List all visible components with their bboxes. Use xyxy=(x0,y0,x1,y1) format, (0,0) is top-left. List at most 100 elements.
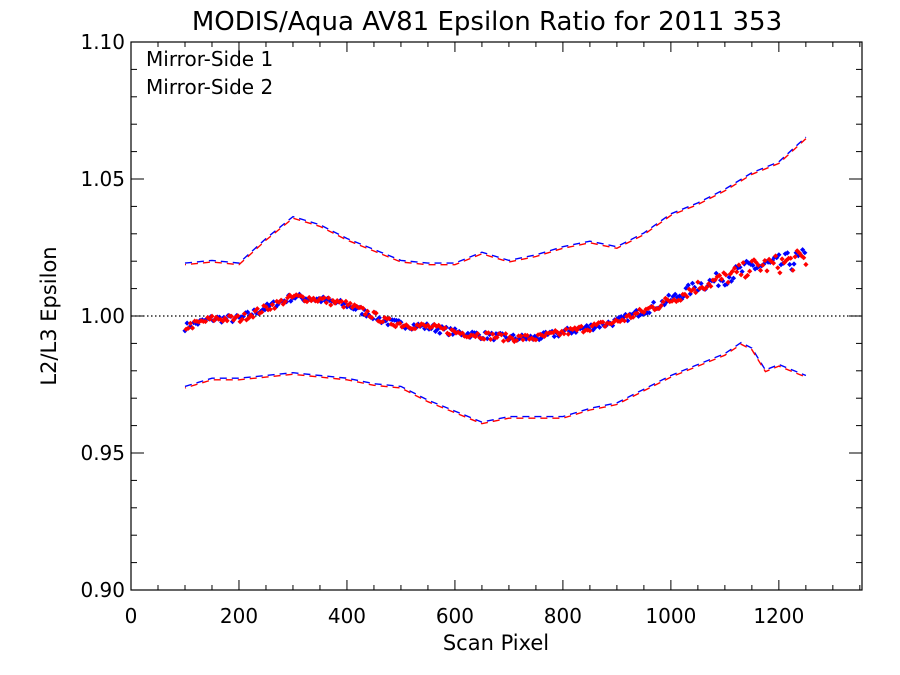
ms2-point xyxy=(630,314,636,320)
ms2-point xyxy=(570,326,576,333)
ms2-point xyxy=(723,272,729,278)
y-axis: 0.90 0.95 1.00 1.05 1.10 xyxy=(80,30,862,602)
ms2-point xyxy=(228,313,234,319)
ms1-point xyxy=(681,293,687,299)
ms2-point xyxy=(412,326,418,332)
ms1-point xyxy=(726,274,732,280)
ms2-point xyxy=(462,333,468,339)
ms2-point xyxy=(766,256,772,262)
ms1-point xyxy=(746,260,752,266)
ms1-point xyxy=(262,307,268,313)
ms2-point xyxy=(235,313,241,319)
ms2-point xyxy=(550,330,556,336)
ms1-point xyxy=(791,261,797,267)
ms2-point xyxy=(634,310,640,316)
ms2-point xyxy=(688,288,694,294)
ms2-point xyxy=(475,331,481,337)
ms2-point xyxy=(783,257,789,263)
ms1-point xyxy=(452,326,458,332)
ms2-point xyxy=(183,326,189,332)
ms2-point xyxy=(673,298,679,305)
ms2-point xyxy=(725,279,731,285)
ms2-point xyxy=(639,308,645,314)
ms2-point xyxy=(790,267,796,273)
ms1-point xyxy=(715,283,721,289)
y-tick-label: 0.95 xyxy=(80,441,125,465)
ms1-point xyxy=(245,309,251,315)
y-tick-label: 1.05 xyxy=(80,167,125,191)
ms2-point xyxy=(449,327,455,333)
ms2-point xyxy=(436,322,442,328)
ms2-point xyxy=(533,337,539,343)
ms1-point xyxy=(610,323,616,329)
ms2-point xyxy=(554,329,561,335)
x-tick-label: 800 xyxy=(544,604,582,628)
ms1-point xyxy=(802,250,808,256)
x-tick-label: 0 xyxy=(125,604,138,628)
ms2-point xyxy=(649,304,656,310)
ms2-point xyxy=(757,267,764,273)
ms2-point xyxy=(241,311,247,317)
ms2-point xyxy=(446,331,453,338)
ms2-point xyxy=(773,253,779,259)
ms2-point xyxy=(276,299,282,305)
ms2-point xyxy=(559,328,565,334)
ms2-point xyxy=(246,315,252,321)
ms1-point xyxy=(666,292,672,298)
ms1-point xyxy=(724,281,730,287)
ms2-point xyxy=(328,302,334,308)
ms2-point xyxy=(803,261,809,268)
ms2-point xyxy=(308,298,314,304)
ms1-point xyxy=(568,330,575,336)
ms1-point xyxy=(402,325,408,331)
legend-mirror-side-1: Mirror-Side 1 xyxy=(146,47,273,71)
ms1-point xyxy=(735,265,741,271)
ms1-point xyxy=(750,262,756,268)
ms2-point xyxy=(211,317,217,324)
ms2-point xyxy=(455,329,461,335)
ms2-point xyxy=(304,299,310,305)
x-tick-label: 1000 xyxy=(645,604,696,628)
ms1-point xyxy=(793,250,799,256)
x-tick-label: 200 xyxy=(220,604,258,628)
ms2-point xyxy=(444,330,450,336)
ms2-point xyxy=(678,297,684,303)
ms1-point xyxy=(629,312,635,318)
ms2-point xyxy=(488,336,494,342)
ms2-point xyxy=(300,294,306,300)
ms1-point xyxy=(689,280,696,286)
ms1-point xyxy=(720,278,726,284)
ms1-lower-bound-line xyxy=(184,341,807,423)
ms2-point xyxy=(749,258,755,264)
ms2-point xyxy=(602,323,608,329)
ms2-point xyxy=(263,304,269,310)
ms2-point xyxy=(243,317,250,323)
ms2-point xyxy=(529,335,535,341)
ms2-point xyxy=(643,306,649,312)
ms1-point xyxy=(240,313,246,319)
ms2-point xyxy=(751,257,757,263)
ms2-point xyxy=(289,294,295,300)
ms2-point xyxy=(347,300,353,306)
ms2-point xyxy=(719,276,725,282)
ms2-point xyxy=(259,309,265,315)
ms2-point xyxy=(760,262,766,268)
ms2-point xyxy=(224,318,230,324)
ms2-point xyxy=(319,296,325,302)
ms2-point xyxy=(727,271,733,277)
ms2-point xyxy=(798,253,805,259)
ms2-point xyxy=(537,331,543,337)
ms2-point xyxy=(457,331,463,337)
ms2-point xyxy=(386,315,392,322)
x-tick-label: 600 xyxy=(436,604,474,628)
ms2-point xyxy=(250,314,256,320)
ms2-point xyxy=(777,270,783,276)
ms2-point xyxy=(734,269,740,275)
ms2-point xyxy=(764,268,770,274)
ms2-point xyxy=(701,286,707,292)
ms2-point xyxy=(740,260,746,266)
ms2-point xyxy=(637,306,643,312)
ms2-point xyxy=(747,268,753,274)
ms2-point xyxy=(332,300,338,306)
ms2-point xyxy=(360,305,366,311)
